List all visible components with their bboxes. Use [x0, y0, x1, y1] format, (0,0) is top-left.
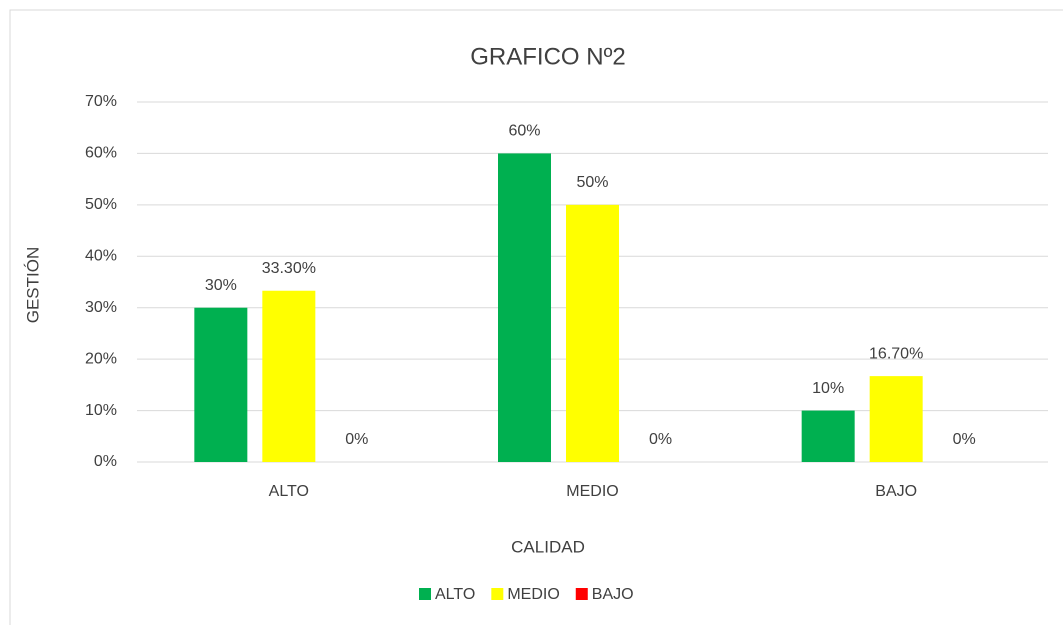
chart-border [9, 9, 1063, 625]
x-tick-label: ALTO [269, 483, 309, 500]
chart-title: GRAFICO Nº2 [470, 43, 625, 70]
x-axis-title: CALIDAD [511, 537, 585, 556]
bar [566, 204, 619, 462]
y-tick-label: 20% [85, 350, 117, 367]
y-tick-label: 0% [94, 453, 117, 470]
legend-swatch [491, 588, 504, 600]
bar [262, 290, 316, 462]
x-tick-label: BAJO [875, 483, 917, 500]
y-axis-title: GESTIÓN [23, 247, 42, 324]
y-tick-label: 30% [85, 299, 117, 316]
bar [498, 153, 551, 462]
bar [801, 410, 855, 462]
value-label: 60% [508, 123, 540, 140]
value-label: 33.30% [262, 260, 316, 277]
legend-label: ALTO [435, 586, 475, 603]
y-tick-label: 70% [85, 93, 117, 110]
value-label: 0% [649, 431, 672, 448]
legend-label: MEDIO [507, 586, 559, 603]
y-tick-label: 50% [85, 196, 117, 213]
y-tick-label: 10% [85, 402, 117, 419]
legend-swatch [575, 588, 588, 600]
value-label: 10% [812, 380, 844, 397]
x-tick-label: MEDIO [566, 483, 618, 500]
bar [869, 376, 923, 462]
y-tick-label: 40% [85, 248, 117, 265]
bar [194, 307, 248, 462]
value-label: 16.70% [869, 345, 923, 362]
value-label: 0% [953, 431, 976, 448]
value-label: 30% [205, 277, 237, 294]
legend-swatch [419, 588, 431, 600]
legend-label: BAJO [592, 586, 634, 603]
value-label: 0% [345, 431, 368, 448]
value-label: 50% [576, 174, 608, 191]
y-tick-label: 60% [85, 145, 117, 162]
